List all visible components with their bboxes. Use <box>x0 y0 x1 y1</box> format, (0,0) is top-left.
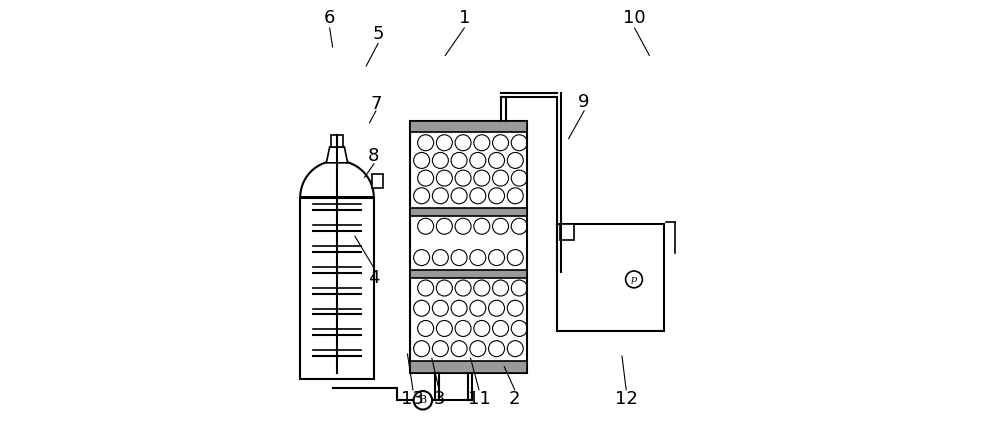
Bar <box>410 270 527 278</box>
Text: 11: 11 <box>468 390 490 408</box>
Polygon shape <box>300 161 374 197</box>
Text: 9: 9 <box>578 93 590 111</box>
Text: 8: 8 <box>368 147 380 165</box>
Text: 4: 4 <box>368 269 380 287</box>
Text: 6: 6 <box>324 8 335 27</box>
Text: B: B <box>419 395 427 405</box>
Text: 5: 5 <box>372 25 384 43</box>
Text: 1: 1 <box>459 8 470 27</box>
Text: 13: 13 <box>401 390 424 408</box>
Bar <box>410 361 527 373</box>
Text: p: p <box>631 275 637 284</box>
Bar <box>410 121 527 133</box>
Bar <box>331 135 343 147</box>
Polygon shape <box>326 147 348 163</box>
Text: 10: 10 <box>623 8 646 27</box>
Bar <box>557 224 664 331</box>
Bar <box>300 197 374 379</box>
Bar <box>410 121 527 373</box>
Bar <box>372 174 383 188</box>
Text: 7: 7 <box>370 95 382 113</box>
Bar <box>560 224 574 240</box>
Text: 12: 12 <box>615 390 638 408</box>
Circle shape <box>414 391 432 409</box>
Text: 2: 2 <box>509 390 520 408</box>
Bar <box>410 208 527 216</box>
Text: 3: 3 <box>433 390 445 408</box>
Circle shape <box>626 271 642 288</box>
